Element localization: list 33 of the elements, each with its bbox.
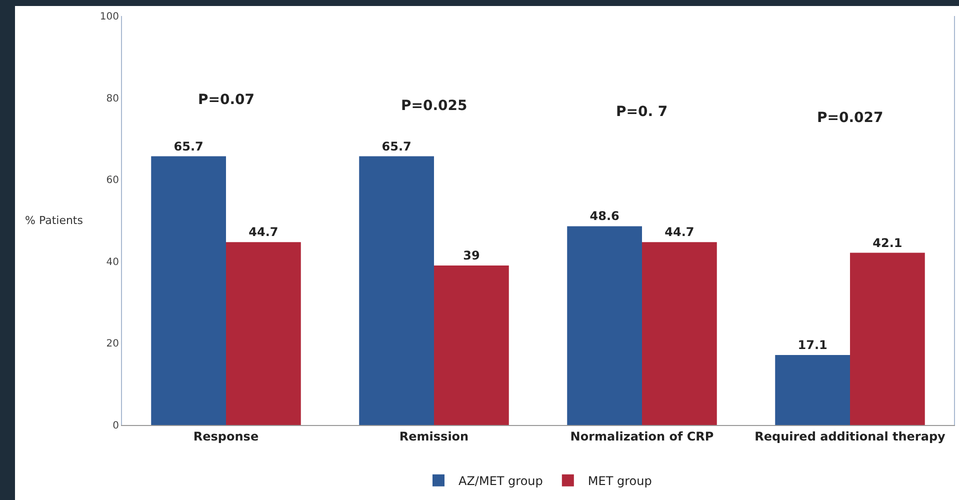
data-label: 65.7	[174, 139, 204, 154]
annotation: P=0. 7	[616, 104, 668, 120]
legend-label: MET group	[588, 474, 652, 488]
data-label: 44.7	[248, 225, 278, 240]
x-tick-label: Response	[193, 429, 259, 444]
annotation: P=0.07	[198, 92, 255, 108]
data-label: 65.7	[382, 139, 412, 154]
x-tick-label: Required additional therapy	[754, 429, 946, 444]
data-label: 48.6	[590, 209, 620, 224]
y-axis-title: % Patients	[25, 214, 84, 227]
annotation: P=0.027	[817, 110, 884, 126]
bar	[567, 226, 642, 425]
data-label: 42.1	[872, 236, 902, 250]
x-tick-label: Remission	[399, 429, 469, 444]
y-tick-label: 0	[112, 420, 119, 432]
y-tick-label: 60	[106, 175, 119, 186]
data-label: 44.7	[664, 225, 694, 240]
bar	[151, 156, 226, 425]
y-tick-label: 100	[100, 12, 119, 22]
bar	[359, 156, 434, 425]
legend-label: AZ/MET group	[458, 474, 543, 488]
bar	[850, 252, 925, 425]
y-tick-label: 20	[106, 338, 119, 350]
y-tick-label: 80	[106, 93, 119, 104]
x-tick-label: Normalization of CRP	[570, 429, 714, 444]
bar	[642, 242, 717, 425]
annotation: P=0.025	[401, 98, 468, 114]
y-tick-label: 40	[106, 256, 119, 268]
bar	[775, 355, 850, 425]
bar	[434, 265, 509, 425]
bar	[226, 242, 301, 425]
data-label: 39	[463, 248, 480, 262]
data-label: 17.1	[798, 338, 828, 352]
